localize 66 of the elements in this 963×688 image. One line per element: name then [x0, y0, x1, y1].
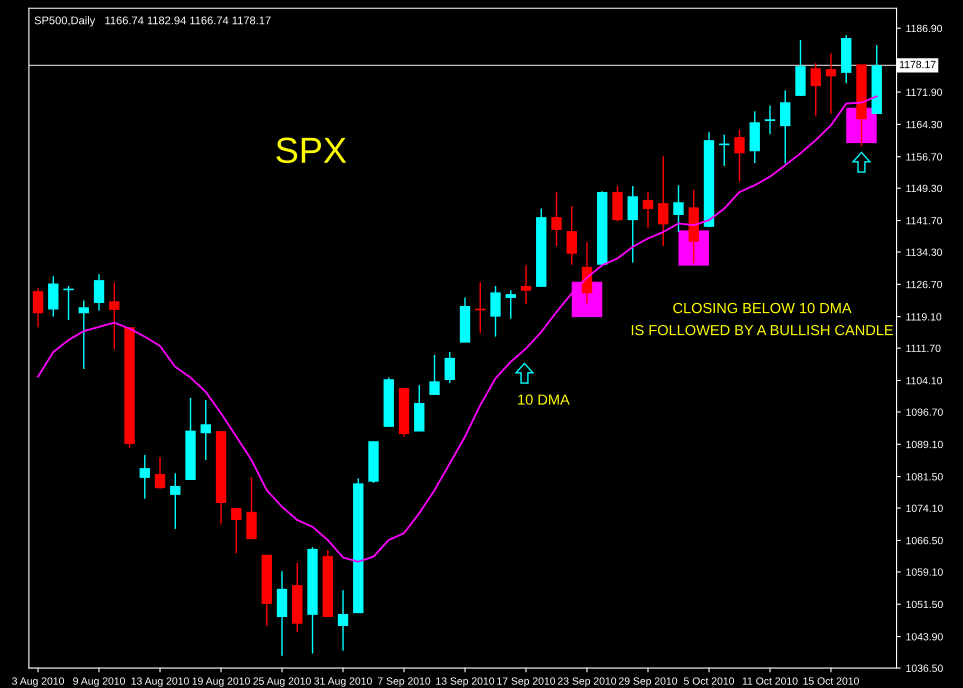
y-tick-label: 1089.10	[906, 440, 943, 448]
candlestick	[200, 399, 211, 461]
y-tick-label: 1141.70	[906, 217, 942, 224]
candlestick	[810, 62, 821, 117]
x-tick-label: 23 Sep 2010	[558, 677, 616, 687]
y-tick-label: 1111.70	[906, 344, 941, 352]
y-tick-label: 1186.90	[906, 24, 942, 32]
y-tick-label: 1096.70	[906, 408, 943, 416]
y-tick-label: 1036.50	[906, 664, 943, 672]
candlestick	[78, 300, 89, 370]
candlestick	[658, 156, 668, 247]
x-tick-label: 5 Oct 2010	[684, 677, 734, 685]
candlestick	[628, 185, 638, 264]
candlestick	[506, 290, 516, 320]
y-tick-label: 1051.50	[906, 600, 943, 608]
y-tick-label: 1149.30	[906, 184, 942, 192]
candlestick	[32, 287, 44, 328]
candlestick	[826, 52, 836, 114]
annotation: CLOSING BELOW 10 DMA IS FOLLOWED BY A BULLISH CANDLE	[632, 302, 894, 336]
candlestick	[474, 282, 486, 334]
y-tick-label: 1156.70	[906, 153, 942, 161]
candlestick	[170, 472, 180, 530]
y-tick-label: 1119.10	[906, 313, 942, 321]
candlestick	[734, 128, 745, 182]
candlestick	[338, 590, 348, 652]
y-tick-label: 1126.70	[906, 280, 942, 288]
candlestick	[94, 273, 104, 312]
candlestick	[718, 134, 730, 167]
candlestick	[154, 456, 166, 490]
candlestick	[429, 354, 440, 396]
annotation: SPX	[276, 138, 346, 164]
x-tick-label: 25 Aug 2010	[253, 677, 311, 687]
candlestick	[231, 507, 242, 554]
candlestick	[520, 264, 532, 306]
annotation: 10 DMA	[518, 394, 570, 405]
y-tick-label: 1059.10	[906, 568, 943, 576]
x-tick-label: 7 Sep 2010	[378, 677, 430, 687]
annotation: SP500,Daily 1166.74 1182.94 1166.74 1178.17	[34, 16, 271, 27]
x-tick-label: 31 Aug 2010	[314, 677, 372, 687]
x-tick-label: 13 Sep 2010	[436, 677, 494, 687]
candlestick	[642, 191, 654, 228]
candlestick	[444, 351, 455, 384]
y-tick-label: 1164.30	[906, 120, 942, 128]
candlestick	[109, 282, 120, 350]
x-tick-label: 15 Oct 2010	[803, 677, 859, 685]
candlestick	[780, 90, 790, 164]
candlestick	[673, 184, 684, 233]
candlestick	[566, 205, 577, 266]
candlestick	[551, 191, 562, 247]
x-tick-label: 29 Sep 2010	[618, 677, 678, 687]
y-tick-label: 1043.90	[906, 633, 943, 640]
candlestick	[140, 454, 150, 500]
x-tick-label: 19 Aug 2010	[192, 677, 250, 687]
x-tick-label: 17 Sep 2010	[497, 677, 556, 687]
x-tick-label: 9 Aug 2010	[73, 677, 125, 687]
candlestick	[62, 285, 75, 321]
y-tick-label: 1104.10	[906, 376, 942, 384]
x-tick-label: 13 Aug 2010	[132, 677, 189, 687]
y-tick-label: 1171.90	[906, 88, 942, 96]
x-tick-label: 11 Oct 2010	[742, 677, 798, 685]
ref-line-label: 1178.17	[900, 60, 936, 68]
x-tick-label: 3 Aug 2010	[12, 677, 64, 687]
y-tick-label: 1134.30	[906, 248, 942, 256]
y-tick-label: 1066.50	[906, 536, 943, 544]
y-tick-label: 1081.50	[906, 473, 943, 480]
y-tick-label: 1074.10	[906, 504, 943, 512]
